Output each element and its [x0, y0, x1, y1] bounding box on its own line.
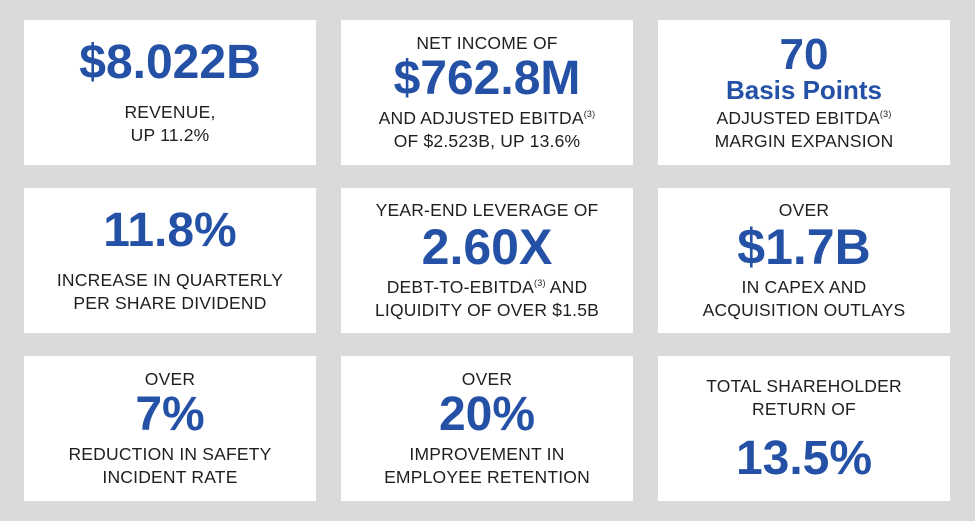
retention-pre: OVER	[461, 369, 513, 389]
retention-line2: EMPLOYEE RETENTION	[384, 467, 590, 487]
footnote-marker: (3)	[583, 109, 596, 119]
leverage-value: 2.60X	[421, 219, 553, 275]
safety-card: OVER 7% REDUCTION IN SAFETY INCIDENT RAT…	[24, 356, 316, 501]
capex-pre: OVER	[778, 200, 830, 220]
net-income-pre: NET INCOME OF	[416, 33, 558, 53]
basis-points-unit: Basis Points	[725, 74, 883, 105]
retention-card: OVER 20% IMPROVEMENT IN EMPLOYEE RETENTI…	[341, 356, 633, 501]
capex-value: $1.7B	[737, 219, 871, 275]
capex-card: OVER $1.7B IN CAPEX AND ACQUISITION OUTL…	[658, 188, 950, 333]
dividend-value: 11.8%	[103, 203, 237, 257]
revenue-label-line2: UP 11.2%	[130, 124, 210, 145]
footnote-marker: (3)	[879, 108, 892, 119]
shareholder-return-card: TOTAL SHAREHOLDER RETURN OF 13.5%	[658, 356, 950, 501]
basis-points-value: 70	[779, 29, 829, 79]
leverage-line1-post: AND	[545, 277, 588, 297]
net-income-value: $762.8M	[393, 52, 581, 105]
leverage-line2: LIQUIDITY OF OVER $1.5B	[374, 300, 600, 320]
net-income-line1-text: AND ADJUSTED EBITDA	[378, 108, 584, 128]
margin-line2: MARGIN EXPANSION	[714, 130, 894, 151]
net-income-line1: AND ADJUSTED EBITDA(3)	[379, 107, 596, 130]
margin-expansion-card: 70 Basis Points ADJUSTED EBITDA(3) MARGI…	[658, 20, 950, 165]
retention-value: 20%	[438, 388, 536, 441]
leverage-line1: DEBT-TO-EBITDA(3) AND	[387, 276, 588, 299]
dividend-line2: PER SHARE DIVIDEND	[73, 292, 267, 313]
shareholder-pre2: RETURN OF	[752, 398, 856, 419]
footnote-marker: (3)	[534, 278, 546, 288]
dividend-card: 11.8% INCREASE IN QUARTERLY PER SHARE DI…	[24, 188, 316, 333]
retention-line1: IMPROVEMENT IN	[409, 444, 565, 464]
safety-value: 7%	[135, 388, 205, 441]
safety-pre: OVER	[144, 369, 196, 389]
capex-line2: ACQUISITION OUTLAYS	[702, 300, 906, 320]
shareholder-return-value: 13.5%	[735, 431, 873, 485]
leverage-card: YEAR-END LEVERAGE OF 2.60X DEBT-TO-EBITD…	[341, 188, 633, 333]
leverage-pre: YEAR-END LEVERAGE OF	[375, 200, 599, 220]
revenue-value: $8.022B	[79, 35, 261, 89]
shareholder-pre: TOTAL SHAREHOLDER	[706, 375, 902, 396]
leverage-line1-text: DEBT-TO-EBITDA	[386, 277, 535, 297]
net-income-card: NET INCOME OF $762.8M AND ADJUSTED EBITD…	[341, 20, 633, 165]
net-income-line2: OF $2.523B, UP 13.6%	[393, 131, 581, 151]
safety-line2: INCIDENT RATE	[102, 467, 238, 487]
revenue-label-line1: REVENUE,	[124, 101, 216, 122]
capex-line1: IN CAPEX AND	[741, 277, 867, 297]
margin-line1-text: ADJUSTED EBITDA	[716, 107, 880, 128]
dividend-line1: INCREASE IN QUARTERLY	[56, 269, 284, 290]
margin-line1: ADJUSTED EBITDA(3)	[716, 107, 891, 130]
revenue-card: $8.022B REVENUE, UP 11.2%	[24, 20, 316, 165]
safety-line1: REDUCTION IN SAFETY	[68, 444, 272, 464]
